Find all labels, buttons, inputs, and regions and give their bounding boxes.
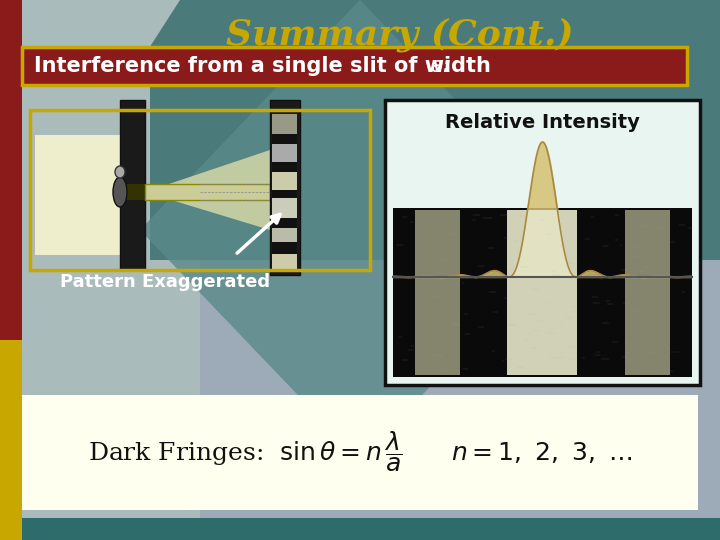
- Bar: [272, 162, 297, 172]
- Text: Relative Intensity: Relative Intensity: [445, 112, 640, 132]
- Text: Pattern Exaggerated: Pattern Exaggerated: [60, 273, 270, 291]
- Polygon shape: [140, 0, 580, 460]
- Bar: [272, 114, 297, 134]
- Bar: [415, 210, 460, 375]
- Bar: [385, 100, 700, 385]
- Bar: [0, 0, 200, 540]
- Text: Interference from a single slit of width: Interference from a single slit of width: [34, 56, 498, 76]
- Bar: [120, 100, 145, 270]
- Bar: [22, 518, 720, 540]
- Bar: [120, 184, 145, 200]
- Bar: [272, 228, 297, 242]
- Bar: [272, 242, 297, 254]
- Text: Summary (Cont.): Summary (Cont.): [226, 18, 574, 52]
- Bar: [272, 218, 297, 228]
- Bar: [272, 190, 297, 198]
- Bar: [272, 254, 297, 272]
- FancyBboxPatch shape: [22, 47, 687, 85]
- Polygon shape: [0, 0, 180, 280]
- Bar: [150, 0, 720, 260]
- Bar: [393, 208, 692, 377]
- Polygon shape: [145, 150, 270, 230]
- Bar: [272, 172, 297, 190]
- Text: $a$:: $a$:: [430, 56, 451, 76]
- Bar: [145, 184, 270, 200]
- Ellipse shape: [115, 166, 125, 178]
- Text: Dark Fringes:  $\sin\theta = n\,\dfrac{\lambda}{a}$      $n = 1,\ 2,\ 3,\ \ldots: Dark Fringes: $\sin\theta = n\,\dfrac{\l…: [88, 430, 632, 475]
- Bar: [272, 198, 297, 218]
- Bar: [625, 210, 670, 375]
- Bar: [272, 134, 297, 144]
- Ellipse shape: [113, 177, 127, 207]
- Bar: [0, 340, 22, 540]
- Bar: [0, 0, 22, 540]
- Bar: [35, 135, 120, 255]
- Bar: [272, 144, 297, 162]
- FancyBboxPatch shape: [22, 395, 698, 510]
- Bar: [270, 100, 300, 275]
- Bar: [507, 210, 577, 375]
